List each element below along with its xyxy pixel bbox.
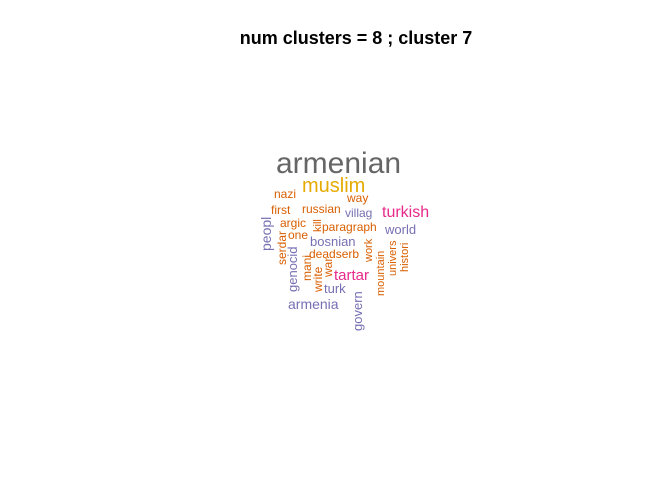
word-histori: histori — [399, 242, 411, 272]
word-first: first — [271, 203, 291, 217]
word-muslim: muslim — [302, 175, 366, 197]
word-turk: turk — [324, 281, 346, 296]
word-russian: russian — [302, 202, 341, 216]
word-govern: govern — [350, 291, 365, 331]
word-argic: argic — [280, 216, 307, 230]
word-genocid: genocid — [285, 246, 300, 292]
plot-title: num clusters = 8 ; cluster 7 — [239, 28, 473, 48]
word-villag: villag — [345, 206, 373, 220]
word-armenian: armenian — [276, 147, 402, 180]
word-turkish: turkish — [382, 204, 430, 221]
word-tartar: tartar — [334, 267, 370, 284]
word-armenia: armenia — [288, 296, 339, 312]
word-paragraph: paragraph — [322, 220, 377, 234]
word-mountain: mountain — [375, 250, 387, 296]
word-work: work — [363, 238, 375, 262]
word-way: way — [347, 191, 369, 205]
word-world: world — [385, 222, 417, 237]
word-one: one — [288, 228, 309, 242]
word-write: write — [311, 266, 325, 292]
word-deadserb: deadserb — [309, 247, 360, 261]
word-bosnian: bosnian — [310, 234, 356, 249]
word-univers: univers — [387, 240, 399, 276]
word-nazi: nazi — [274, 187, 297, 201]
word-peopl: peopl — [258, 216, 274, 251]
